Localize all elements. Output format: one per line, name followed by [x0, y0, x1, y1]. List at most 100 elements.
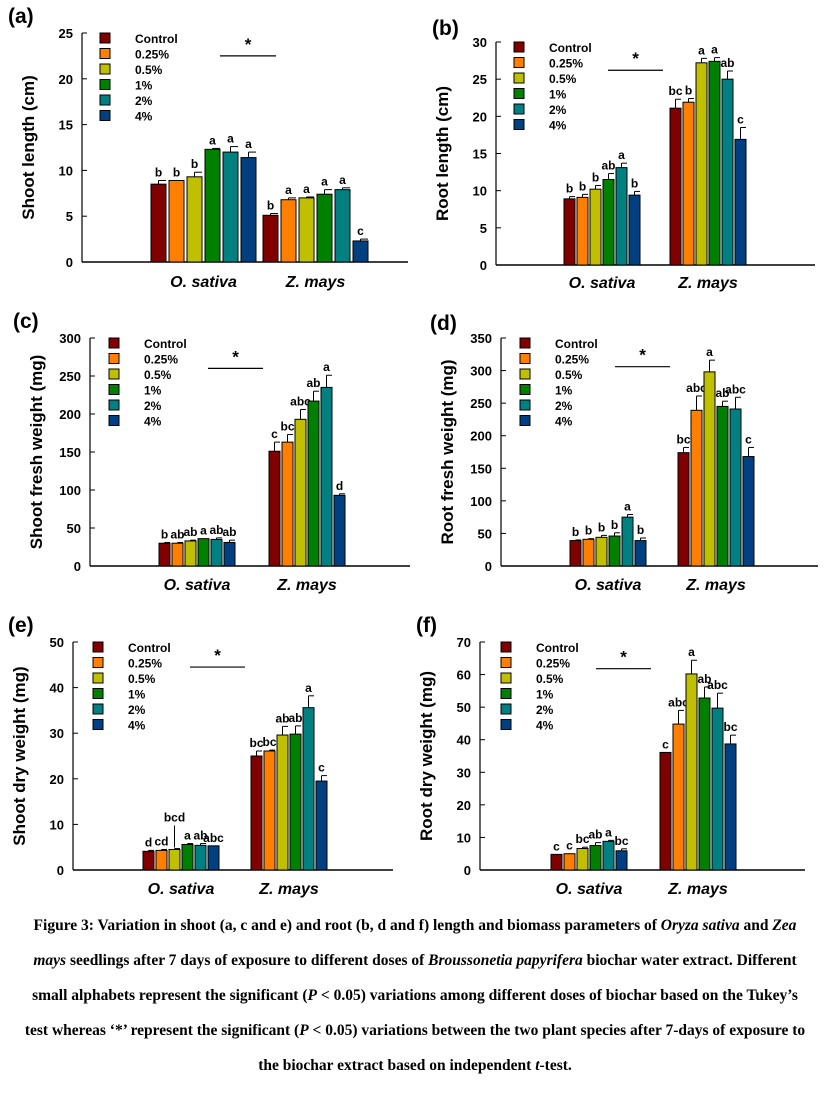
bar-zmays-5 — [315, 780, 328, 871]
bar-osativa-3 — [204, 148, 221, 263]
panel-label: (e) — [8, 614, 34, 637]
y-tick-label: 15 — [473, 147, 487, 162]
y-tick-label: 0 — [464, 863, 471, 878]
significance-letter: b — [592, 170, 599, 184]
bar-osativa-3 — [197, 538, 210, 567]
y-tick-label: 20 — [50, 772, 64, 787]
y-tick-label: 0 — [485, 559, 492, 574]
significance-letter: abc — [707, 678, 728, 692]
bar-osativa-5 — [240, 157, 257, 263]
significance-letter: a — [321, 175, 328, 189]
caption-segment: < 0.05) variations among different doses… — [24, 987, 798, 1039]
y-tick-label: 50 — [50, 635, 64, 650]
significance-star: * — [620, 648, 627, 667]
legend-label: 2% — [128, 703, 146, 717]
legend-label: 4% — [536, 719, 554, 733]
y-tick-label: 200 — [59, 407, 81, 422]
bar-zmays-1 — [281, 441, 294, 567]
legend-label: 1% — [135, 79, 153, 93]
significance-letter: abc — [203, 831, 224, 845]
significance-letter: c — [553, 839, 560, 853]
bar-zmays-5 — [333, 494, 346, 567]
legend-swatch — [519, 415, 531, 426]
bar-osativa-1 — [155, 849, 168, 871]
panel-a: (a) 0 5 10 15 20 25 Shoot length (cm) Control 0.2… — [0, 0, 410, 300]
significance-letter: abc — [686, 381, 707, 395]
legend-swatch — [513, 57, 525, 68]
significance-letter: ab — [183, 525, 197, 539]
y-tick-label: 50 — [478, 526, 492, 541]
bar-osativa-4 — [210, 538, 223, 567]
significance-letter: a — [209, 133, 216, 147]
x-category-label: Z. mays — [667, 881, 728, 898]
legend-swatch — [513, 72, 525, 84]
significance-letter: a — [618, 148, 625, 162]
bar-zmays-4 — [729, 408, 742, 567]
significance-letter: b — [161, 527, 168, 541]
bar-osativa-0 — [142, 850, 155, 871]
significance-letter: abc — [668, 695, 689, 709]
bar-zmays-0 — [659, 751, 672, 871]
significance-letter: bc — [575, 832, 589, 846]
y-tick-label: 0 — [57, 863, 64, 878]
bar-osativa-5 — [634, 540, 647, 567]
panel-label: (d) — [430, 312, 457, 335]
caption-segment: -test. — [539, 1057, 572, 1074]
legend-label: Control — [555, 337, 598, 351]
figure-caption: Figure 3: Variation in shoot (a, c and e… — [20, 908, 810, 1083]
significance-letter: b — [191, 157, 198, 171]
significance-letter: b — [631, 176, 638, 190]
significance-letter: abc — [725, 382, 746, 396]
bar-osativa-0 — [569, 540, 582, 567]
x-category-label: O. sativa — [148, 881, 215, 898]
bar-osativa-0 — [158, 542, 171, 567]
chart-c: (c) 0 50 100 150 200 250 300 Shoot fresh weight … — [13, 310, 410, 594]
y-tick-label: 15 — [59, 118, 73, 133]
significance-letter: bcd — [164, 810, 185, 824]
legend-swatch — [99, 63, 111, 75]
bar-osativa-1 — [563, 853, 576, 871]
significance-letter: abc — [290, 394, 311, 408]
legend-swatch — [92, 688, 104, 699]
y-tick-label: 10 — [50, 817, 64, 832]
panel-e: (e) 0 10 20 30 40 50 Shoot dry weight (mg) Contr… — [0, 605, 410, 905]
legend-label: 4% — [555, 415, 573, 429]
bar-osativa-1 — [582, 538, 595, 567]
significance-letter: a — [624, 500, 631, 514]
legend-label: 2% — [555, 399, 573, 413]
legend-label: 0.5% — [135, 63, 163, 77]
bar-zmays-4 — [334, 189, 351, 263]
bar-zmays-4 — [721, 78, 734, 266]
significance-letter: a — [305, 681, 312, 695]
legend-label: 0.25% — [128, 657, 162, 671]
bar-osativa-5 — [207, 845, 220, 871]
legend-label: 1% — [128, 688, 146, 702]
legend-label: 0.25% — [555, 353, 589, 367]
significance-letter: ab — [222, 525, 236, 539]
legend-swatch — [519, 368, 531, 380]
significance-letter: b — [579, 179, 586, 193]
caption-segment: Zea mays — [33, 917, 797, 969]
significance-letter: c — [318, 761, 325, 775]
legend-label: Control — [135, 32, 178, 46]
caption-segment: Oryza sativa — [660, 917, 740, 934]
bar-osativa-3 — [608, 535, 621, 567]
significance-star: * — [232, 347, 239, 366]
y-tick-label: 100 — [59, 483, 81, 498]
legend-label: 2% — [135, 94, 153, 108]
bar-osativa-2 — [589, 188, 602, 266]
significance-letter: bc — [249, 736, 263, 750]
y-tick-label: 60 — [457, 668, 471, 683]
y-tick-label: 100 — [470, 494, 492, 509]
y-tick-label: 5 — [480, 221, 487, 236]
legend-label: 0.5% — [555, 368, 583, 382]
legend-swatch — [519, 353, 531, 364]
panel-label: (c) — [13, 310, 39, 333]
legend-label: 0.25% — [144, 353, 178, 367]
y-axis-label: Shoot fresh weight (mg) — [27, 355, 46, 550]
legend-label: 1% — [536, 688, 554, 702]
bar-zmays-3 — [307, 400, 320, 567]
bar-zmays-0 — [262, 214, 279, 263]
x-category-label: Z. mays — [685, 577, 746, 594]
y-tick-label: 25 — [473, 72, 487, 87]
